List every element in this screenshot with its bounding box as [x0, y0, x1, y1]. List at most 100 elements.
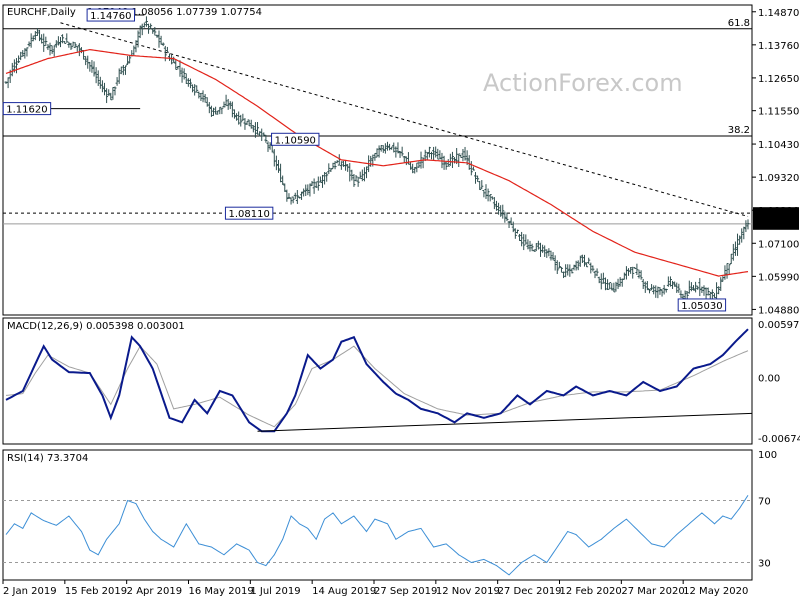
- macd-line: [5, 328, 749, 433]
- ohlc-bar: [534, 243, 538, 252]
- ohlc-bar: [222, 101, 226, 108]
- ohlc-bar: [390, 146, 394, 150]
- ohlc-bar: [295, 190, 299, 204]
- ohlc-bar: [262, 132, 266, 137]
- ohlc-bar: [486, 188, 490, 202]
- ohlc-bar: [327, 163, 331, 174]
- ohlc-bar: [325, 172, 329, 182]
- macd-signal-line: [5, 345, 749, 428]
- ohlc-bar: [530, 243, 534, 252]
- ohlc-bar: [585, 262, 589, 268]
- ohlc-bar: [203, 94, 207, 103]
- ohlc-bar: [65, 33, 69, 43]
- ohlc-bar: [673, 281, 677, 287]
- price-tag-label: 1.08110: [758, 209, 799, 220]
- ohlc-bar: [541, 244, 545, 253]
- ohlc-bar: [421, 157, 425, 169]
- ohlc-bar: [56, 36, 60, 46]
- ohlc-bar: [331, 162, 335, 170]
- ohlc-bar: [38, 29, 42, 42]
- ohlc-bar: [155, 34, 159, 38]
- date-axis-label: 15 Feb 2019: [65, 586, 127, 597]
- ohlc-bar: [237, 111, 241, 125]
- ohlc-bar: [662, 284, 666, 295]
- ohlc-bar: [692, 285, 696, 291]
- ohlc-bar: [126, 55, 130, 65]
- ohlc-bar: [184, 73, 188, 84]
- ohlc-bar: [591, 265, 595, 272]
- ohlc-bar: [142, 22, 146, 28]
- price-annotation-label: 1.10590: [275, 135, 316, 146]
- ohlc-bar: [570, 268, 574, 274]
- price-annotation-label: 1.11620: [6, 105, 47, 116]
- ohlc-bar: [467, 155, 471, 170]
- ohlc-bar: [660, 289, 664, 297]
- ohlc-bar: [524, 234, 528, 245]
- ohlc-bar: [42, 33, 46, 52]
- ohlc-bar: [316, 176, 320, 191]
- ohlc-bar: [553, 255, 557, 271]
- price-annotation-box: [2, 102, 52, 116]
- ohlc-bar: [492, 197, 496, 210]
- price-tag-label: 1.07754: [758, 220, 799, 231]
- ohlc-bar: [400, 146, 404, 157]
- ohlc-bar: [612, 282, 616, 293]
- price-annotation-box: [224, 206, 274, 220]
- ohlc-bar: [595, 268, 599, 277]
- ohlc-bar: [214, 106, 218, 115]
- ohlc-bar: [191, 84, 195, 93]
- ohlc-bar: [494, 200, 498, 211]
- ohlc-bar: [228, 101, 232, 110]
- ohlc-bar: [58, 37, 62, 48]
- ohlc-bar: [117, 68, 121, 84]
- ohlc-bar: [46, 44, 50, 51]
- ohlc-bar: [503, 211, 507, 223]
- ohlc-bar: [209, 105, 213, 117]
- ohlc-bar: [685, 291, 689, 300]
- ohlc-bar: [704, 287, 708, 299]
- ohlc-bar: [614, 281, 618, 292]
- ohlc-bar: [668, 276, 672, 287]
- ohlc-bar: [153, 26, 157, 36]
- ohlc-bar: [23, 48, 27, 59]
- ohlc-bar: [256, 122, 260, 135]
- ohlc-bar: [459, 154, 463, 158]
- ohlc-bar: [96, 70, 100, 86]
- ohlc-bar: [689, 282, 693, 292]
- price-axis-label: 1.11550: [758, 107, 799, 118]
- ohlc-bar: [564, 264, 568, 278]
- ohlc-bar: [77, 43, 81, 57]
- price-series-layer: 61.8 38.2 1.14760 1.11620 1.10590 1.08110 1.05…: [2, 8, 752, 312]
- ohlc-bar: [593, 270, 597, 279]
- ohlc-bar: [474, 172, 478, 184]
- ohlc-bar: [639, 270, 643, 280]
- price-annotation-label: 1.05030: [681, 301, 722, 312]
- ohlc-bar: [71, 41, 75, 47]
- ohlc-bar: [606, 279, 610, 291]
- ohlc-bar: [616, 278, 620, 290]
- ohlc-bar: [683, 290, 687, 299]
- ohlc-bar: [61, 34, 65, 44]
- date-axis-label: 27 Mar 2020: [621, 586, 684, 597]
- date-axis-label: 27 Dec 2019: [498, 586, 562, 597]
- price-axis-label: 1.13760: [758, 41, 799, 52]
- date-axis-label: 2 Jan 2019: [3, 586, 57, 597]
- ohlc-bar: [207, 102, 211, 114]
- ohlc-bar: [608, 282, 612, 290]
- rsi-axis-label: 100: [758, 450, 777, 461]
- ohlc-bar: [212, 107, 216, 116]
- ohlc-bar: [274, 155, 278, 171]
- date-axis-label: 27 Sep 2019: [374, 586, 437, 597]
- ohlc-bar: [245, 120, 249, 125]
- ohlc-bar: [698, 278, 702, 297]
- ohlc-bar: [241, 113, 245, 121]
- macd-panel: [2, 317, 753, 445]
- ohlc-bar: [528, 240, 532, 252]
- ohlc-bar: [587, 257, 591, 264]
- ohlc-bar: [365, 166, 369, 179]
- ohlc-bar: [589, 262, 593, 274]
- ohlc-bar: [266, 141, 270, 152]
- ohlc-bar: [505, 212, 509, 222]
- ohlc-bar: [226, 98, 230, 110]
- ohlc-bar: [543, 245, 547, 257]
